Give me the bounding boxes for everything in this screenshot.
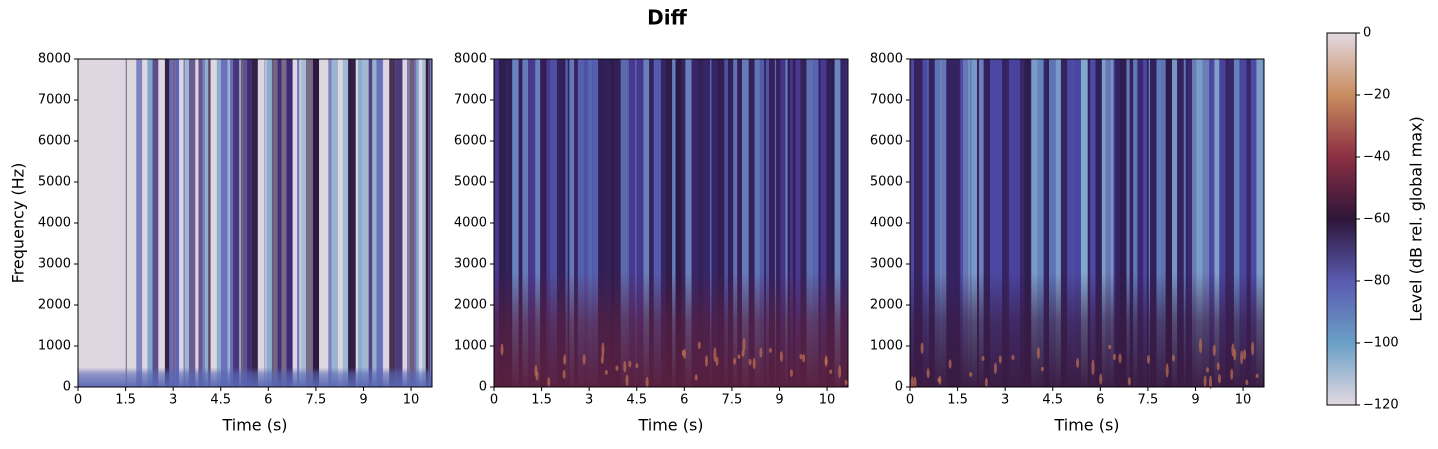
x-tick-label: 0 bbox=[490, 393, 498, 408]
y-tick-label: 8000 bbox=[38, 52, 71, 67]
x-tick-label: 4.5 bbox=[1042, 393, 1063, 408]
x-tick-label: 3 bbox=[1001, 393, 1009, 408]
y-tick-label: 6000 bbox=[870, 134, 903, 149]
x-tick-label: 9 bbox=[359, 393, 367, 408]
x-tick-label: 6 bbox=[264, 393, 272, 408]
x-tick-label: 6 bbox=[680, 393, 688, 408]
y-tick-label: 5000 bbox=[870, 175, 903, 190]
x-tick-label: 10 bbox=[1235, 393, 1252, 408]
y-tick-label: 2000 bbox=[454, 298, 487, 313]
y-tick-label: 0 bbox=[895, 380, 903, 395]
x-tick-label: 3 bbox=[585, 393, 593, 408]
y-tick-label: 0 bbox=[63, 380, 71, 395]
x-tick-label: 0 bbox=[906, 393, 914, 408]
colorbar bbox=[1327, 33, 1356, 405]
colorbar-tick-label: −120 bbox=[1363, 398, 1399, 413]
chart-title: Diff bbox=[647, 6, 687, 30]
colorbar-tick-label: −80 bbox=[1363, 274, 1390, 289]
x-tick-label: 1.5 bbox=[947, 393, 968, 408]
spectrogram-image bbox=[78, 59, 432, 387]
x-tick-label: 3 bbox=[169, 393, 177, 408]
y-tick-label: 0 bbox=[479, 380, 487, 395]
x-tick-label: 10 bbox=[403, 393, 420, 408]
colorbar-tick-label: −20 bbox=[1363, 88, 1390, 103]
y-tick-label: 1000 bbox=[38, 339, 71, 354]
x-tick-label: 4.5 bbox=[626, 393, 647, 408]
y-tick-label: 6000 bbox=[454, 134, 487, 149]
y-tick-label: 6000 bbox=[38, 134, 71, 149]
y-tick-label: 8000 bbox=[454, 52, 487, 67]
x-tick-label: 10 bbox=[819, 393, 836, 408]
y-tick-label: 1000 bbox=[870, 339, 903, 354]
y-tick-label: 7000 bbox=[870, 93, 903, 108]
x-tick-label: 1.5 bbox=[115, 393, 136, 408]
y-tick-label: 3000 bbox=[870, 257, 903, 272]
y-axis-label: Frequency (Hz) bbox=[9, 163, 28, 284]
colorbar-tick-label: −60 bbox=[1363, 212, 1390, 227]
y-tick-label: 5000 bbox=[38, 175, 71, 190]
y-tick-label: 8000 bbox=[870, 52, 903, 67]
y-tick-label: 2000 bbox=[38, 298, 71, 313]
x-tick-label: 1.5 bbox=[531, 393, 552, 408]
x-tick-label: 6 bbox=[1096, 393, 1104, 408]
y-tick-label: 7000 bbox=[454, 93, 487, 108]
y-tick-label: 3000 bbox=[454, 257, 487, 272]
y-tick-label: 7000 bbox=[38, 93, 71, 108]
x-tick-label: 9 bbox=[1191, 393, 1199, 408]
x-tick-label: 4.5 bbox=[210, 393, 231, 408]
spectrogram-image bbox=[910, 59, 1264, 390]
y-tick-label: 4000 bbox=[454, 216, 487, 231]
colorbar-tick-label: −40 bbox=[1363, 150, 1390, 165]
y-tick-label: 4000 bbox=[38, 216, 71, 231]
x-tick-label: 7.5 bbox=[1138, 393, 1159, 408]
y-tick-label: 5000 bbox=[454, 175, 487, 190]
spectrogram-image bbox=[494, 59, 848, 388]
x-tick-label: 7.5 bbox=[722, 393, 743, 408]
x-tick-label: 7.5 bbox=[306, 393, 327, 408]
colorbar-tick-label: 0 bbox=[1363, 26, 1371, 41]
x-tick-label: 0 bbox=[74, 393, 82, 408]
colorbar-tick-label: −100 bbox=[1363, 336, 1399, 351]
colorbar-label: Level (dB rel. global max) bbox=[1407, 116, 1426, 321]
x-axis-label: Time (s) bbox=[221, 416, 287, 435]
y-tick-label: 2000 bbox=[870, 298, 903, 313]
y-tick-label: 1000 bbox=[454, 339, 487, 354]
y-tick-label: 4000 bbox=[870, 216, 903, 231]
x-tick-label: 9 bbox=[775, 393, 783, 408]
x-axis-label: Time (s) bbox=[637, 416, 703, 435]
x-axis-label: Time (s) bbox=[1053, 416, 1119, 435]
y-tick-label: 3000 bbox=[38, 257, 71, 272]
